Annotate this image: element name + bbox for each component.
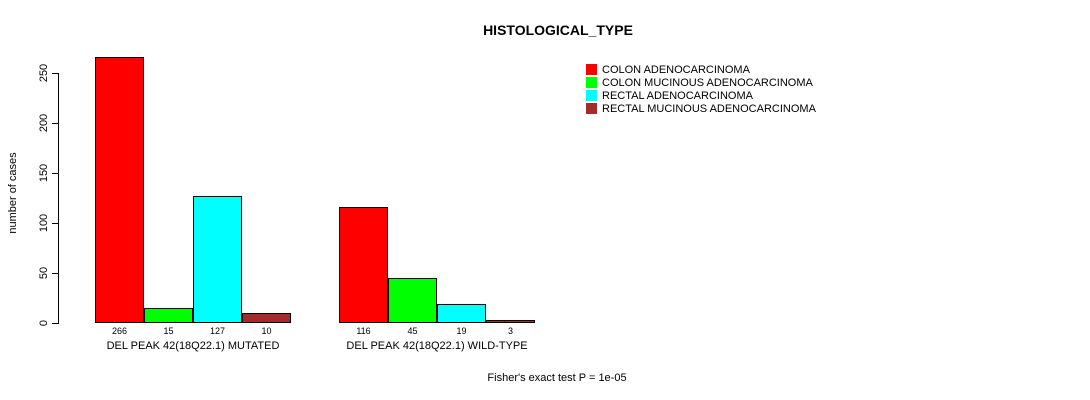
bar-value-label: 45	[407, 326, 418, 336]
y-axis-title: number of cases	[7, 152, 19, 234]
legend-item: RECTAL ADENOCARCINOMA	[586, 89, 816, 102]
fisher-test-footnote: Fisher's exact test P = 1e-05	[487, 372, 627, 384]
bar	[95, 57, 144, 323]
bar	[144, 308, 193, 323]
group-label: DEL PEAK 42(18Q22.1) MUTATED	[106, 340, 280, 352]
bar-value-label: 10	[261, 326, 272, 336]
legend-swatch	[586, 90, 597, 101]
y-tick-label: 50	[38, 266, 50, 280]
legend-item: COLON MUCINOUS ADENOCARCINOMA	[586, 76, 816, 89]
y-tick-mark	[52, 73, 58, 74]
y-tick-mark	[52, 123, 58, 124]
bar	[339, 207, 388, 323]
y-tick-label: 200	[38, 113, 50, 133]
y-axis-line	[58, 73, 59, 324]
legend-swatch	[586, 77, 597, 88]
bar	[437, 304, 486, 323]
bar-value-label: 15	[163, 326, 174, 336]
chart-title: HISTOLOGICAL_TYPE	[483, 22, 633, 38]
y-tick-label: 100	[38, 213, 50, 233]
legend-label: RECTAL ADENOCARCINOMA	[602, 89, 753, 102]
y-tick-mark	[52, 273, 58, 274]
legend-item: RECTAL MUCINOUS ADENOCARCINOMA	[586, 102, 816, 115]
legend-label: COLON ADENOCARCINOMA	[602, 63, 750, 76]
legend-label: RECTAL MUCINOUS ADENOCARCINOMA	[602, 102, 816, 115]
legend-swatch	[586, 103, 597, 114]
bar	[242, 313, 291, 323]
bar	[486, 320, 535, 323]
legend: COLON ADENOCARCINOMA COLON MUCINOUS ADENO…	[586, 63, 816, 115]
legend-item: COLON ADENOCARCINOMA	[586, 63, 816, 76]
y-tick-label: 250	[38, 63, 50, 83]
y-tick-mark	[52, 223, 58, 224]
y-tick-label: 150	[38, 163, 50, 183]
legend-label: COLON MUCINOUS ADENOCARCINOMA	[602, 76, 813, 89]
legend-swatch	[586, 64, 597, 75]
bar-value-label: 127	[209, 326, 226, 336]
bar-value-label: 3	[507, 326, 514, 336]
bar-value-label: 266	[111, 326, 128, 336]
bar	[388, 278, 437, 323]
y-tick-label: 0	[38, 319, 50, 327]
y-tick-mark	[52, 173, 58, 174]
bar-value-label: 116	[356, 326, 371, 336]
bar-value-label: 19	[456, 326, 467, 336]
y-tick-mark	[52, 323, 58, 324]
group-label: DEL PEAK 42(18Q22.1) WILD-TYPE	[346, 340, 528, 352]
bar	[193, 196, 242, 323]
